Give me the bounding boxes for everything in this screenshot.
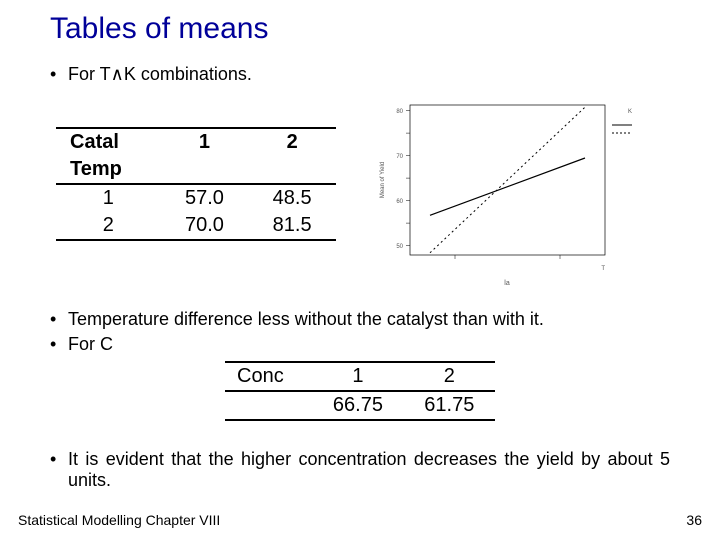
bullet-temperature-diff: Temperature difference less without the …: [50, 309, 670, 330]
chart-container: 50 60 70 80 Mean of Yield T la K: [370, 95, 650, 295]
conc-label: Conc: [225, 362, 312, 391]
chart-ytick: 80: [396, 109, 403, 115]
bullet-text-suffix: K combinations.: [124, 64, 252, 84]
page-number: 36: [686, 512, 702, 528]
tk-cell: 57.0: [161, 184, 249, 212]
tk-cell: 81.5: [248, 212, 336, 240]
bullet-text-prefix: For T: [68, 64, 111, 84]
chart-ytick: 50: [396, 244, 403, 250]
bullet-tk-combinations: For T∧K combinations.: [50, 64, 670, 85]
chart-legend-title: K: [628, 109, 632, 115]
tk-row-header: 1: [56, 184, 161, 212]
tk-table-container: Catal 1 2 Temp 1 57.0 48.5 2 70.0 81.5: [50, 95, 350, 241]
two-column-region: Catal 1 2 Temp 1 57.0 48.5 2 70.0 81.5: [50, 95, 670, 295]
conc-col-header: 2: [404, 362, 495, 391]
tk-col-header: 1: [161, 128, 249, 156]
tk-cell: 70.0: [161, 212, 249, 240]
chart-x-label: T: [601, 266, 605, 272]
tk-row-header: 2: [56, 212, 161, 240]
conc-means-table: Conc 1 2 66.75 61.75: [225, 361, 495, 421]
conc-cell: 66.75: [312, 391, 403, 420]
conc-cell: 61.75: [404, 391, 495, 420]
slide-footer: Statistical Modelling Chapter VIII 36: [18, 512, 702, 528]
wedge-symbol: ∧: [111, 64, 124, 84]
slide-title: Tables of means: [50, 12, 670, 46]
tk-col-header: 2: [248, 128, 336, 156]
chart-y-label: Mean of Yield: [380, 162, 386, 198]
tk-catal-label: Catal: [56, 128, 161, 156]
tk-means-table: Catal 1 2 Temp 1 57.0 48.5 2 70.0 81.5: [56, 127, 336, 241]
interaction-line-chart: 50 60 70 80 Mean of Yield T la K: [370, 95, 650, 290]
chart-ytick: 70: [396, 154, 403, 160]
tk-cell: 48.5: [248, 184, 336, 212]
bullet-conclusion: It is evident that the higher concentrat…: [50, 449, 670, 491]
bullet-for-c: For C: [50, 334, 670, 355]
chart-x-sublabel: la: [504, 280, 510, 287]
tk-temp-label: Temp: [56, 156, 161, 184]
footer-left: Statistical Modelling Chapter VIII: [18, 512, 220, 528]
conc-col-header: 1: [312, 362, 403, 391]
chart-ytick: 60: [396, 199, 403, 205]
